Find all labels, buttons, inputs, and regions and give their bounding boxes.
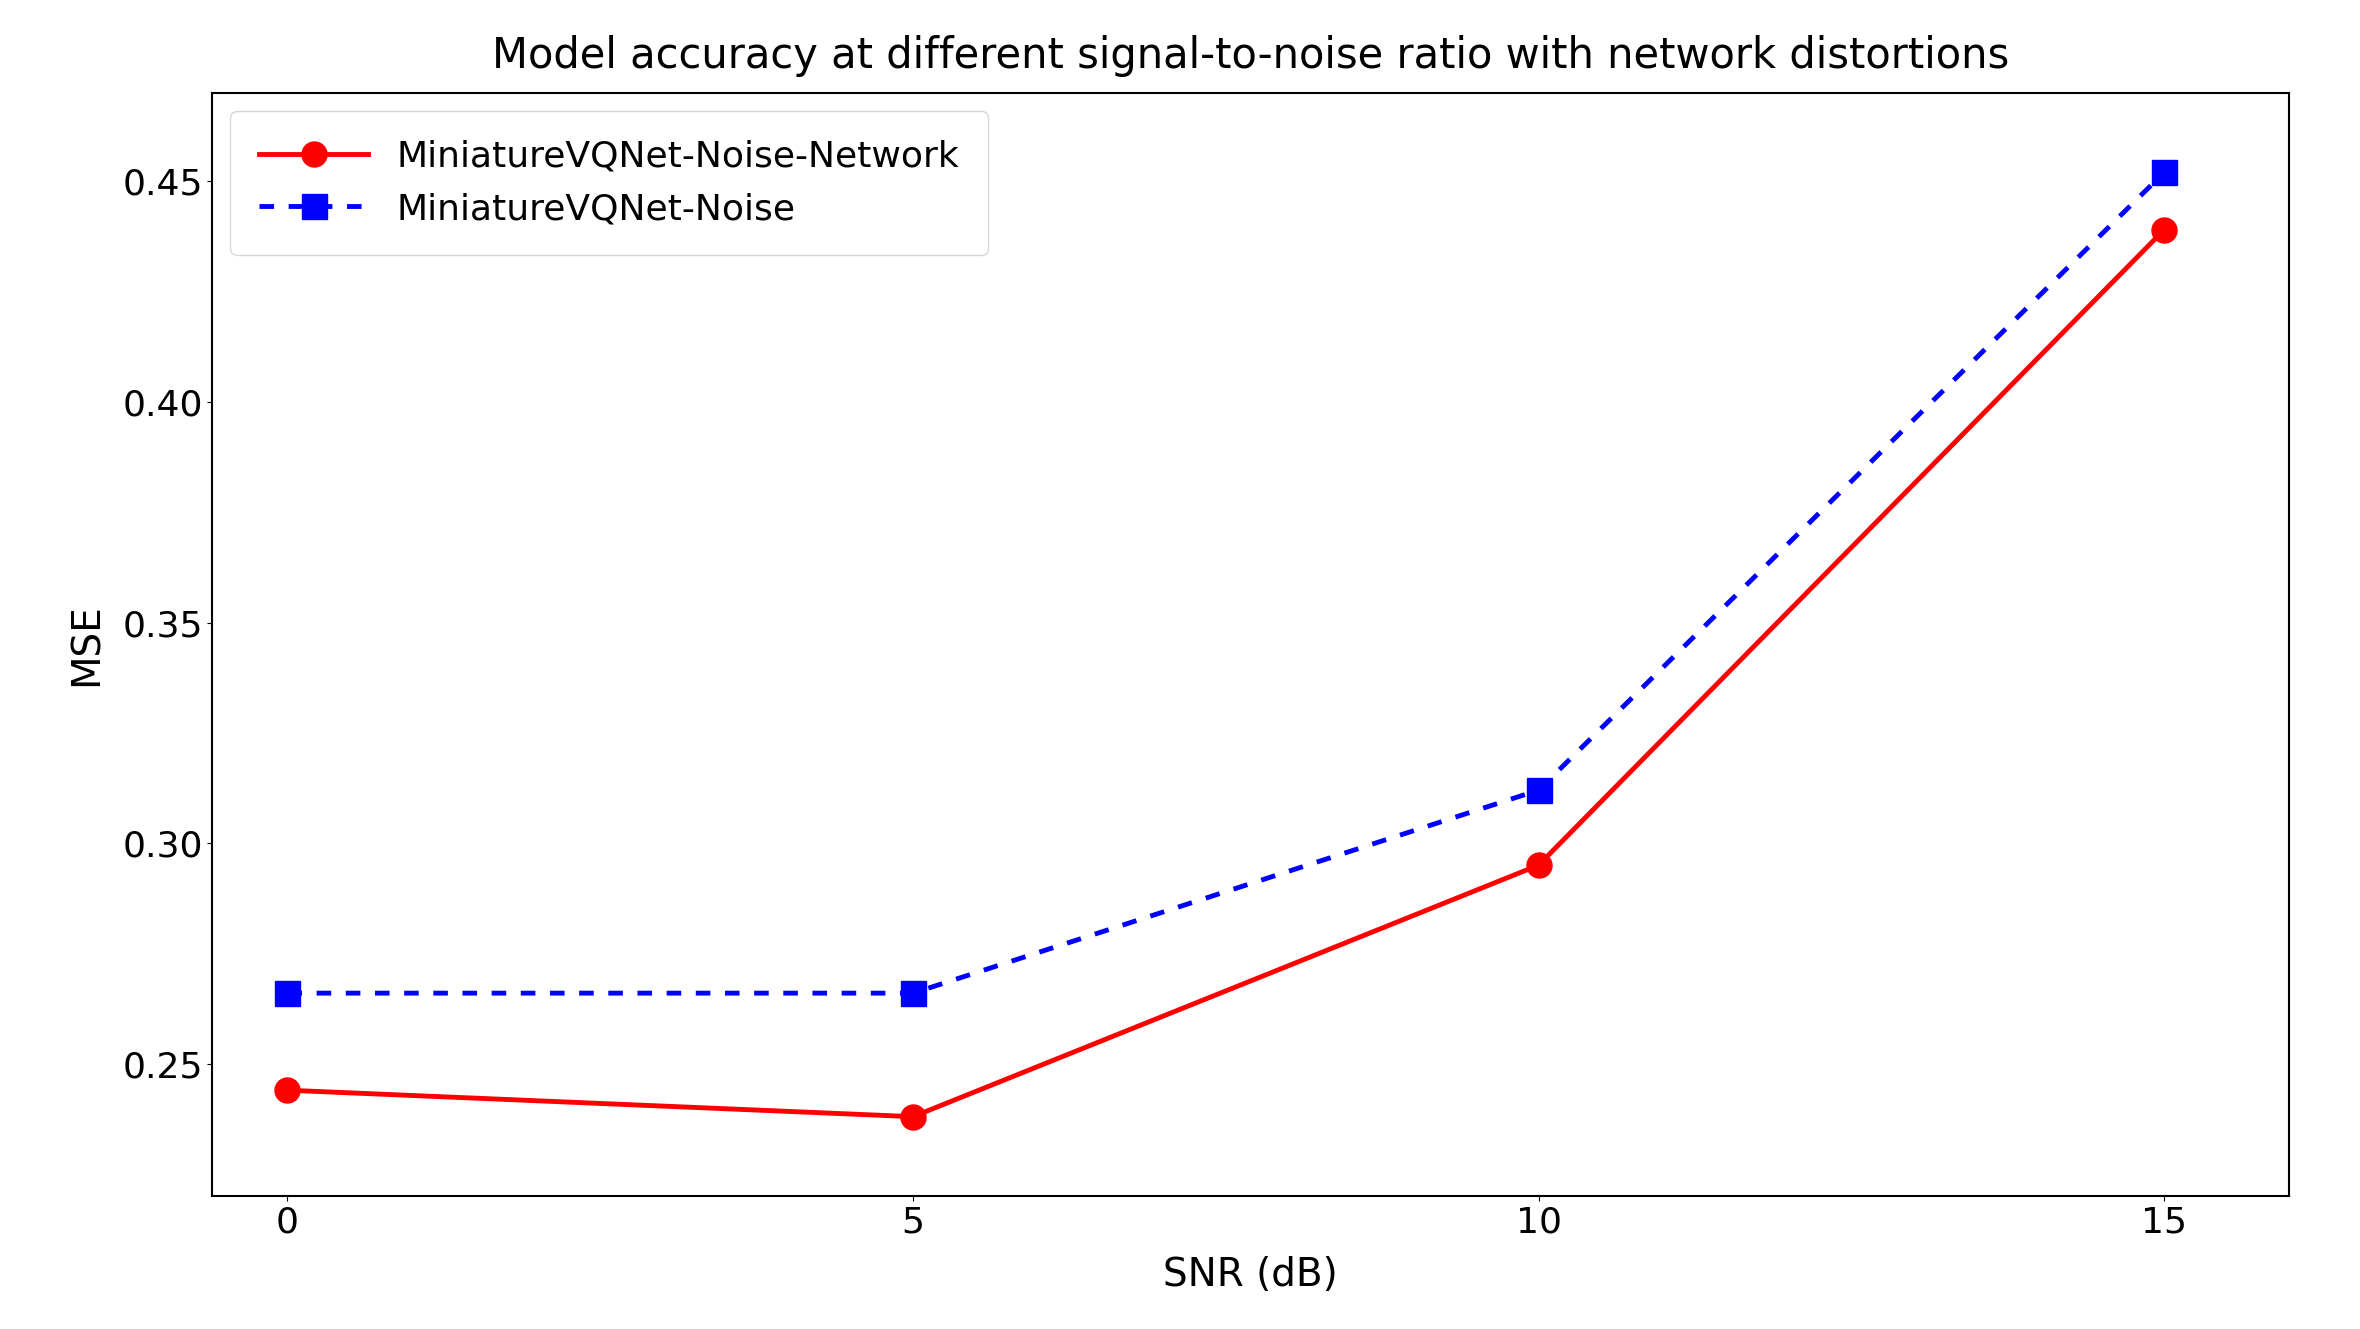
MiniatureVQNet-Noise-Network (274, 1082, 302, 1098)
MiniatureVQNet-Noise-Network (1525, 857, 1553, 873)
Title: Model accuracy at different signal-to-noise ratio with network distortions: Model accuracy at different signal-to-no… (493, 35, 2008, 77)
MiniatureVQNet-Noise-Network (2150, 222, 2178, 238)
MiniatureVQNet-Noise (1525, 783, 1553, 799)
X-axis label: SNR (dB): SNR (dB) (1163, 1256, 1338, 1294)
Line: MiniatureVQNet-Noise-Network: MiniatureVQNet-Noise-Network (276, 218, 2176, 1130)
MiniatureVQNet-Noise (274, 985, 302, 1001)
MiniatureVQNet-Noise-Network (899, 1108, 927, 1124)
Line: MiniatureVQNet-Noise: MiniatureVQNet-Noise (276, 159, 2176, 1006)
MiniatureVQNet-Noise (899, 985, 927, 1001)
Legend: MiniatureVQNet-Noise-Network, MiniatureVQNet-Noise: MiniatureVQNet-Noise-Network, MiniatureV… (231, 112, 989, 255)
Y-axis label: MSE: MSE (68, 603, 106, 686)
MiniatureVQNet-Noise (2150, 165, 2178, 181)
